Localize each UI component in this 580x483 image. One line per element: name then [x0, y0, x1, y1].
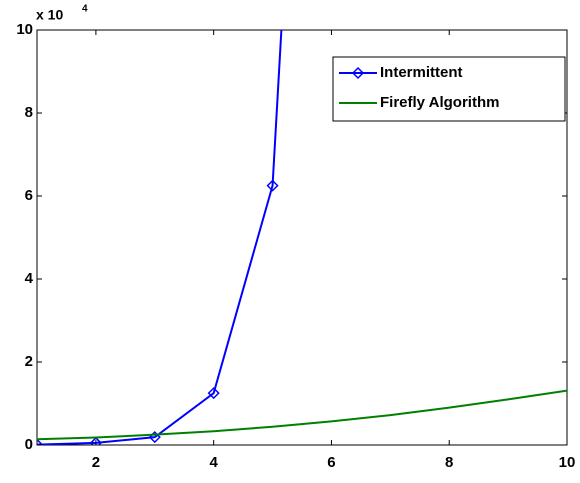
y-multiplier: x 10	[36, 7, 63, 23]
x-tick-label: 2	[92, 454, 100, 471]
y-tick-label: 10	[16, 21, 33, 38]
x-tick-label: 10	[559, 454, 576, 471]
data-point	[37, 438, 44, 445]
y-tick-label: 2	[25, 353, 33, 370]
legend-marker	[351, 66, 365, 80]
plot-content	[37, 30, 567, 445]
data-point	[89, 436, 102, 445]
legend-label: Intermittent	[380, 64, 463, 81]
series-line	[37, 389, 567, 441]
y-exponent: 4	[82, 4, 88, 15]
y-tick-label: 4	[25, 270, 34, 287]
x-tick-label: 4	[209, 454, 218, 471]
y-tick-label: 0	[25, 436, 33, 453]
data-point	[207, 387, 220, 400]
series-line	[37, 30, 283, 445]
x-tick-label: 8	[445, 454, 453, 471]
legend-label: Firefly Algorithm	[380, 94, 499, 111]
y-tick-label: 8	[25, 104, 33, 121]
legend-box	[332, 56, 566, 122]
x-tick-label: 6	[327, 454, 335, 471]
y-tick-label: 6	[25, 187, 33, 204]
data-point	[266, 179, 279, 192]
